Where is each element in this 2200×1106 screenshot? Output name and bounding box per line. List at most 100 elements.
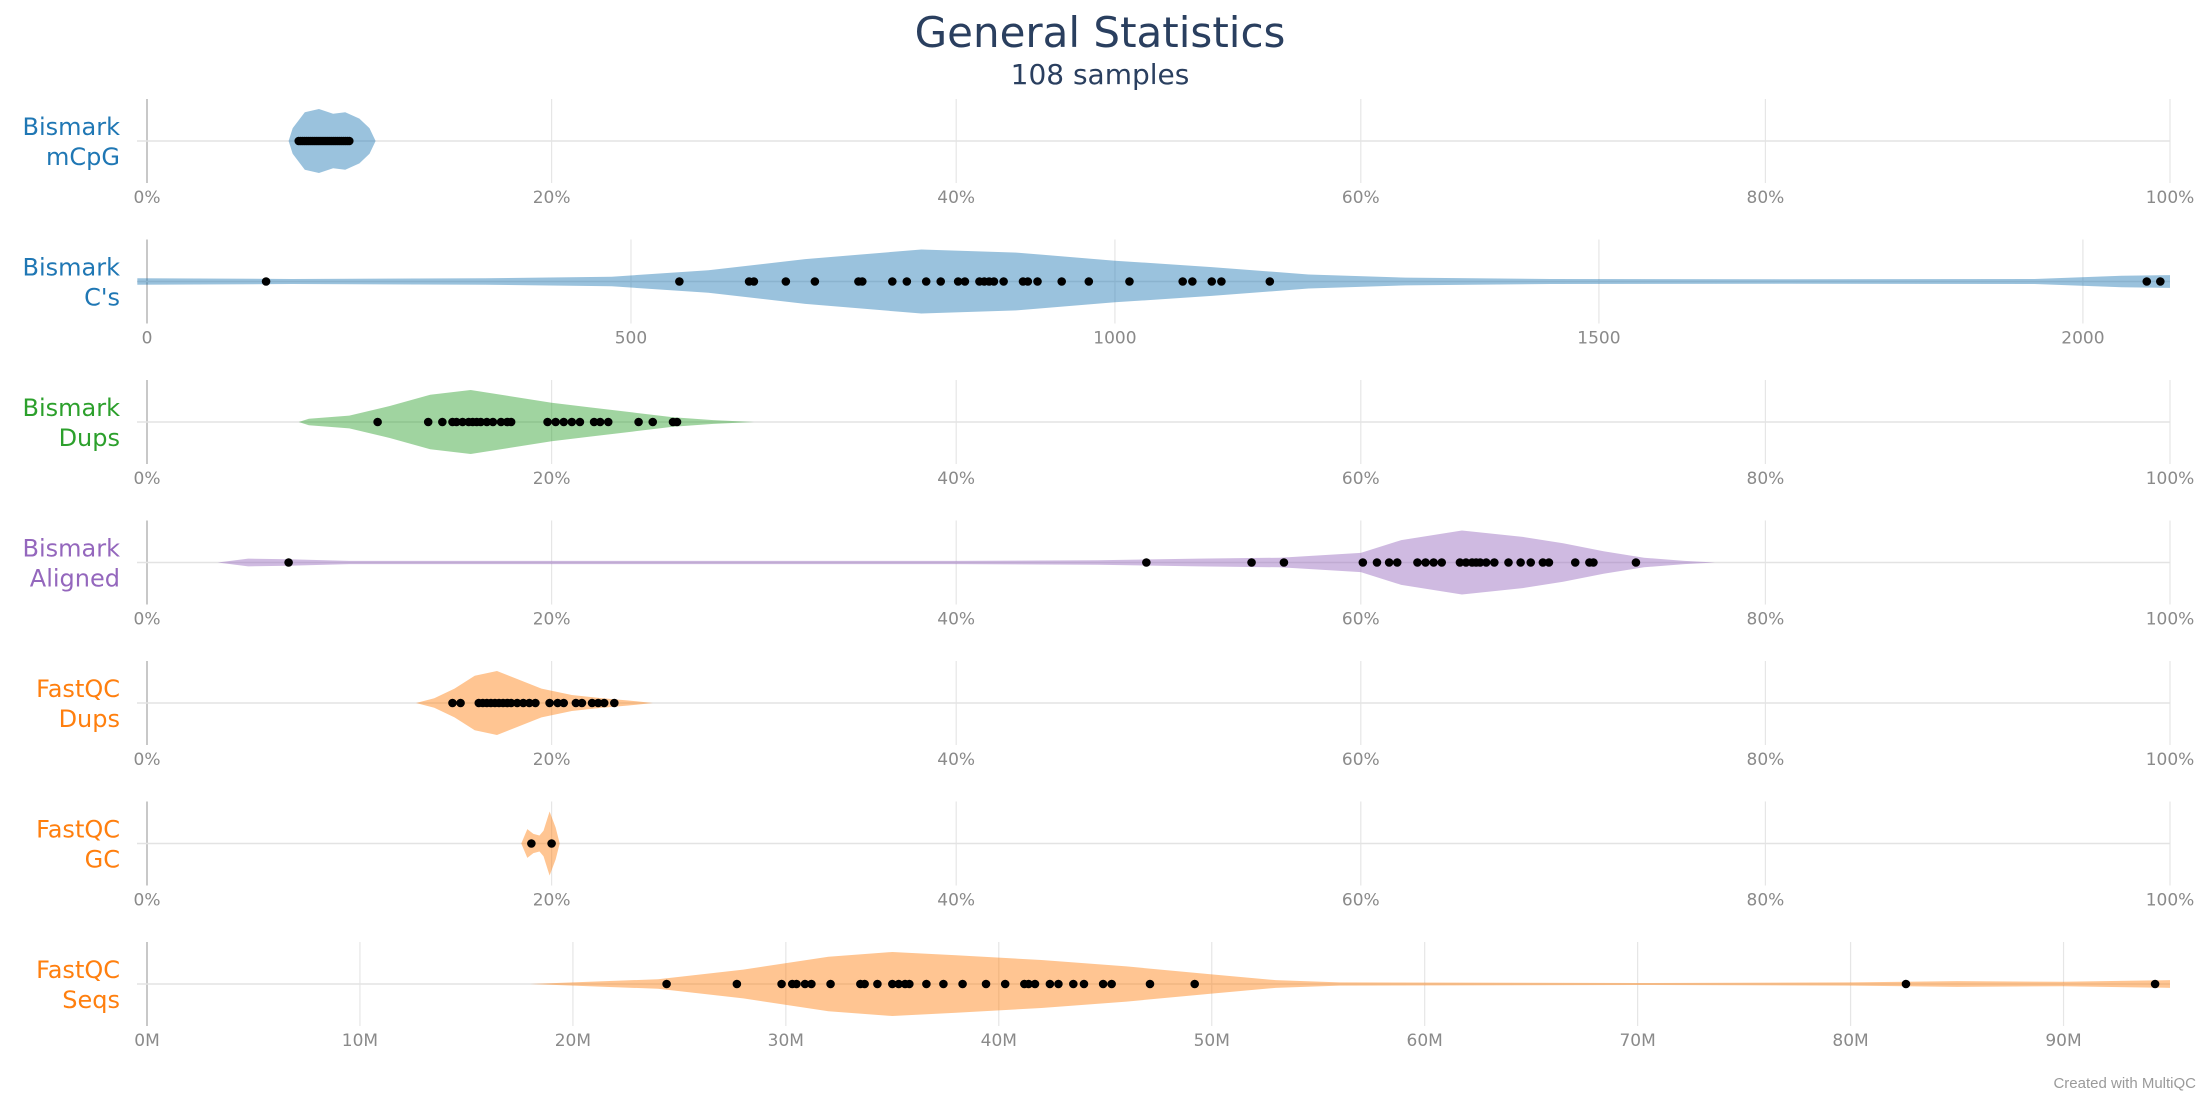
data-point [518, 698, 528, 708]
data-point [512, 698, 522, 708]
row-label: mCpG [46, 143, 120, 171]
tick-label: 60% [1342, 891, 1380, 911]
data-point [1429, 558, 1438, 567]
row-label: FastQC [36, 675, 120, 703]
data-point [458, 417, 467, 427]
tick-label: 1500 [1577, 329, 1620, 349]
data-point [559, 698, 569, 708]
tick-label: 100% [2146, 188, 2195, 208]
row-label: C's [84, 284, 120, 312]
tick-label: 100% [2146, 469, 2195, 489]
data-point [1631, 558, 1641, 567]
data-point [777, 979, 786, 989]
data-point [939, 979, 948, 989]
tick-label: 40% [937, 469, 975, 489]
data-point [989, 277, 999, 286]
tick-label: 60% [1342, 188, 1380, 208]
row-label: FastQC [36, 956, 120, 984]
tick-label: 20% [533, 469, 571, 489]
tick-label: 80% [1747, 610, 1785, 630]
data-point [1544, 558, 1554, 567]
data-point [873, 979, 882, 989]
data-point [547, 839, 556, 848]
data-point [373, 417, 382, 427]
data-point [953, 277, 963, 286]
data-point [423, 417, 433, 427]
data-point [1023, 277, 1033, 286]
data-point [902, 277, 912, 286]
tick-label: 50M [1194, 1031, 1230, 1051]
data-point [1000, 979, 1010, 989]
data-point [452, 417, 461, 427]
row-label: Bismark [23, 113, 121, 141]
tick-label: 40% [937, 750, 975, 770]
data-point [476, 417, 486, 427]
data-point [1490, 558, 1499, 567]
violin-shape [137, 249, 2171, 314]
tick-label: 100% [2146, 891, 2195, 911]
data-point [1461, 558, 1471, 567]
data-point [858, 277, 867, 286]
data-point [567, 417, 577, 427]
credit-text: Created with MultiQC [2053, 1075, 2196, 1092]
data-point [1516, 558, 1525, 567]
tick-label: 80% [1747, 891, 1785, 911]
tick-label: 60% [1342, 469, 1380, 489]
data-point [732, 979, 742, 989]
data-point [284, 558, 293, 567]
data-point [958, 979, 967, 989]
tick-label: 0 [142, 329, 153, 349]
tick-label: 100% [2146, 750, 2195, 770]
data-point [1125, 277, 1134, 286]
data-point [1107, 979, 1116, 989]
violin-shape [521, 811, 560, 876]
data-point [781, 277, 791, 286]
data-point [999, 277, 1008, 286]
data-point [595, 417, 605, 427]
data-point [960, 277, 970, 286]
data-point [1033, 277, 1042, 286]
data-point [675, 277, 684, 286]
data-point [488, 417, 498, 427]
row-label: Bismark [23, 254, 121, 282]
tick-label: 40% [937, 188, 975, 208]
tick-label: 60% [1342, 610, 1380, 630]
tick-label: 40M [981, 1031, 1017, 1051]
row-label: FastQC [36, 816, 120, 844]
tick-label: 30M [768, 1031, 804, 1051]
data-point [525, 698, 534, 708]
tick-label: 0% [134, 750, 161, 770]
data-point [1481, 558, 1491, 567]
tick-label: 80% [1747, 188, 1785, 208]
data-point [1057, 277, 1067, 286]
tick-label: 90M [2045, 1031, 2081, 1051]
data-point [438, 417, 447, 427]
data-point [662, 979, 671, 989]
row-label: Seqs [62, 986, 120, 1014]
tick-label: 20% [533, 610, 571, 630]
data-point [888, 979, 897, 989]
data-point [1384, 558, 1394, 567]
data-point [1024, 979, 1033, 989]
data-point [1279, 558, 1289, 567]
tick-label: 0% [134, 891, 161, 911]
data-point [1589, 558, 1598, 567]
data-point [807, 979, 816, 989]
data-point [1504, 558, 1513, 567]
tick-label: 2000 [2061, 329, 2104, 349]
data-point [448, 698, 457, 708]
data-point [810, 277, 820, 286]
data-point [1901, 979, 1911, 989]
tick-label: 40% [937, 891, 975, 911]
data-point [1030, 979, 1040, 989]
data-point [506, 417, 516, 427]
data-point [1054, 979, 1063, 989]
data-point [1570, 558, 1580, 567]
data-point [1098, 979, 1108, 989]
tick-label: 60% [1342, 750, 1380, 770]
tick-label: 500 [615, 329, 647, 349]
data-point [936, 277, 946, 286]
data-point [981, 979, 991, 989]
tick-label: 70M [1619, 1031, 1655, 1051]
